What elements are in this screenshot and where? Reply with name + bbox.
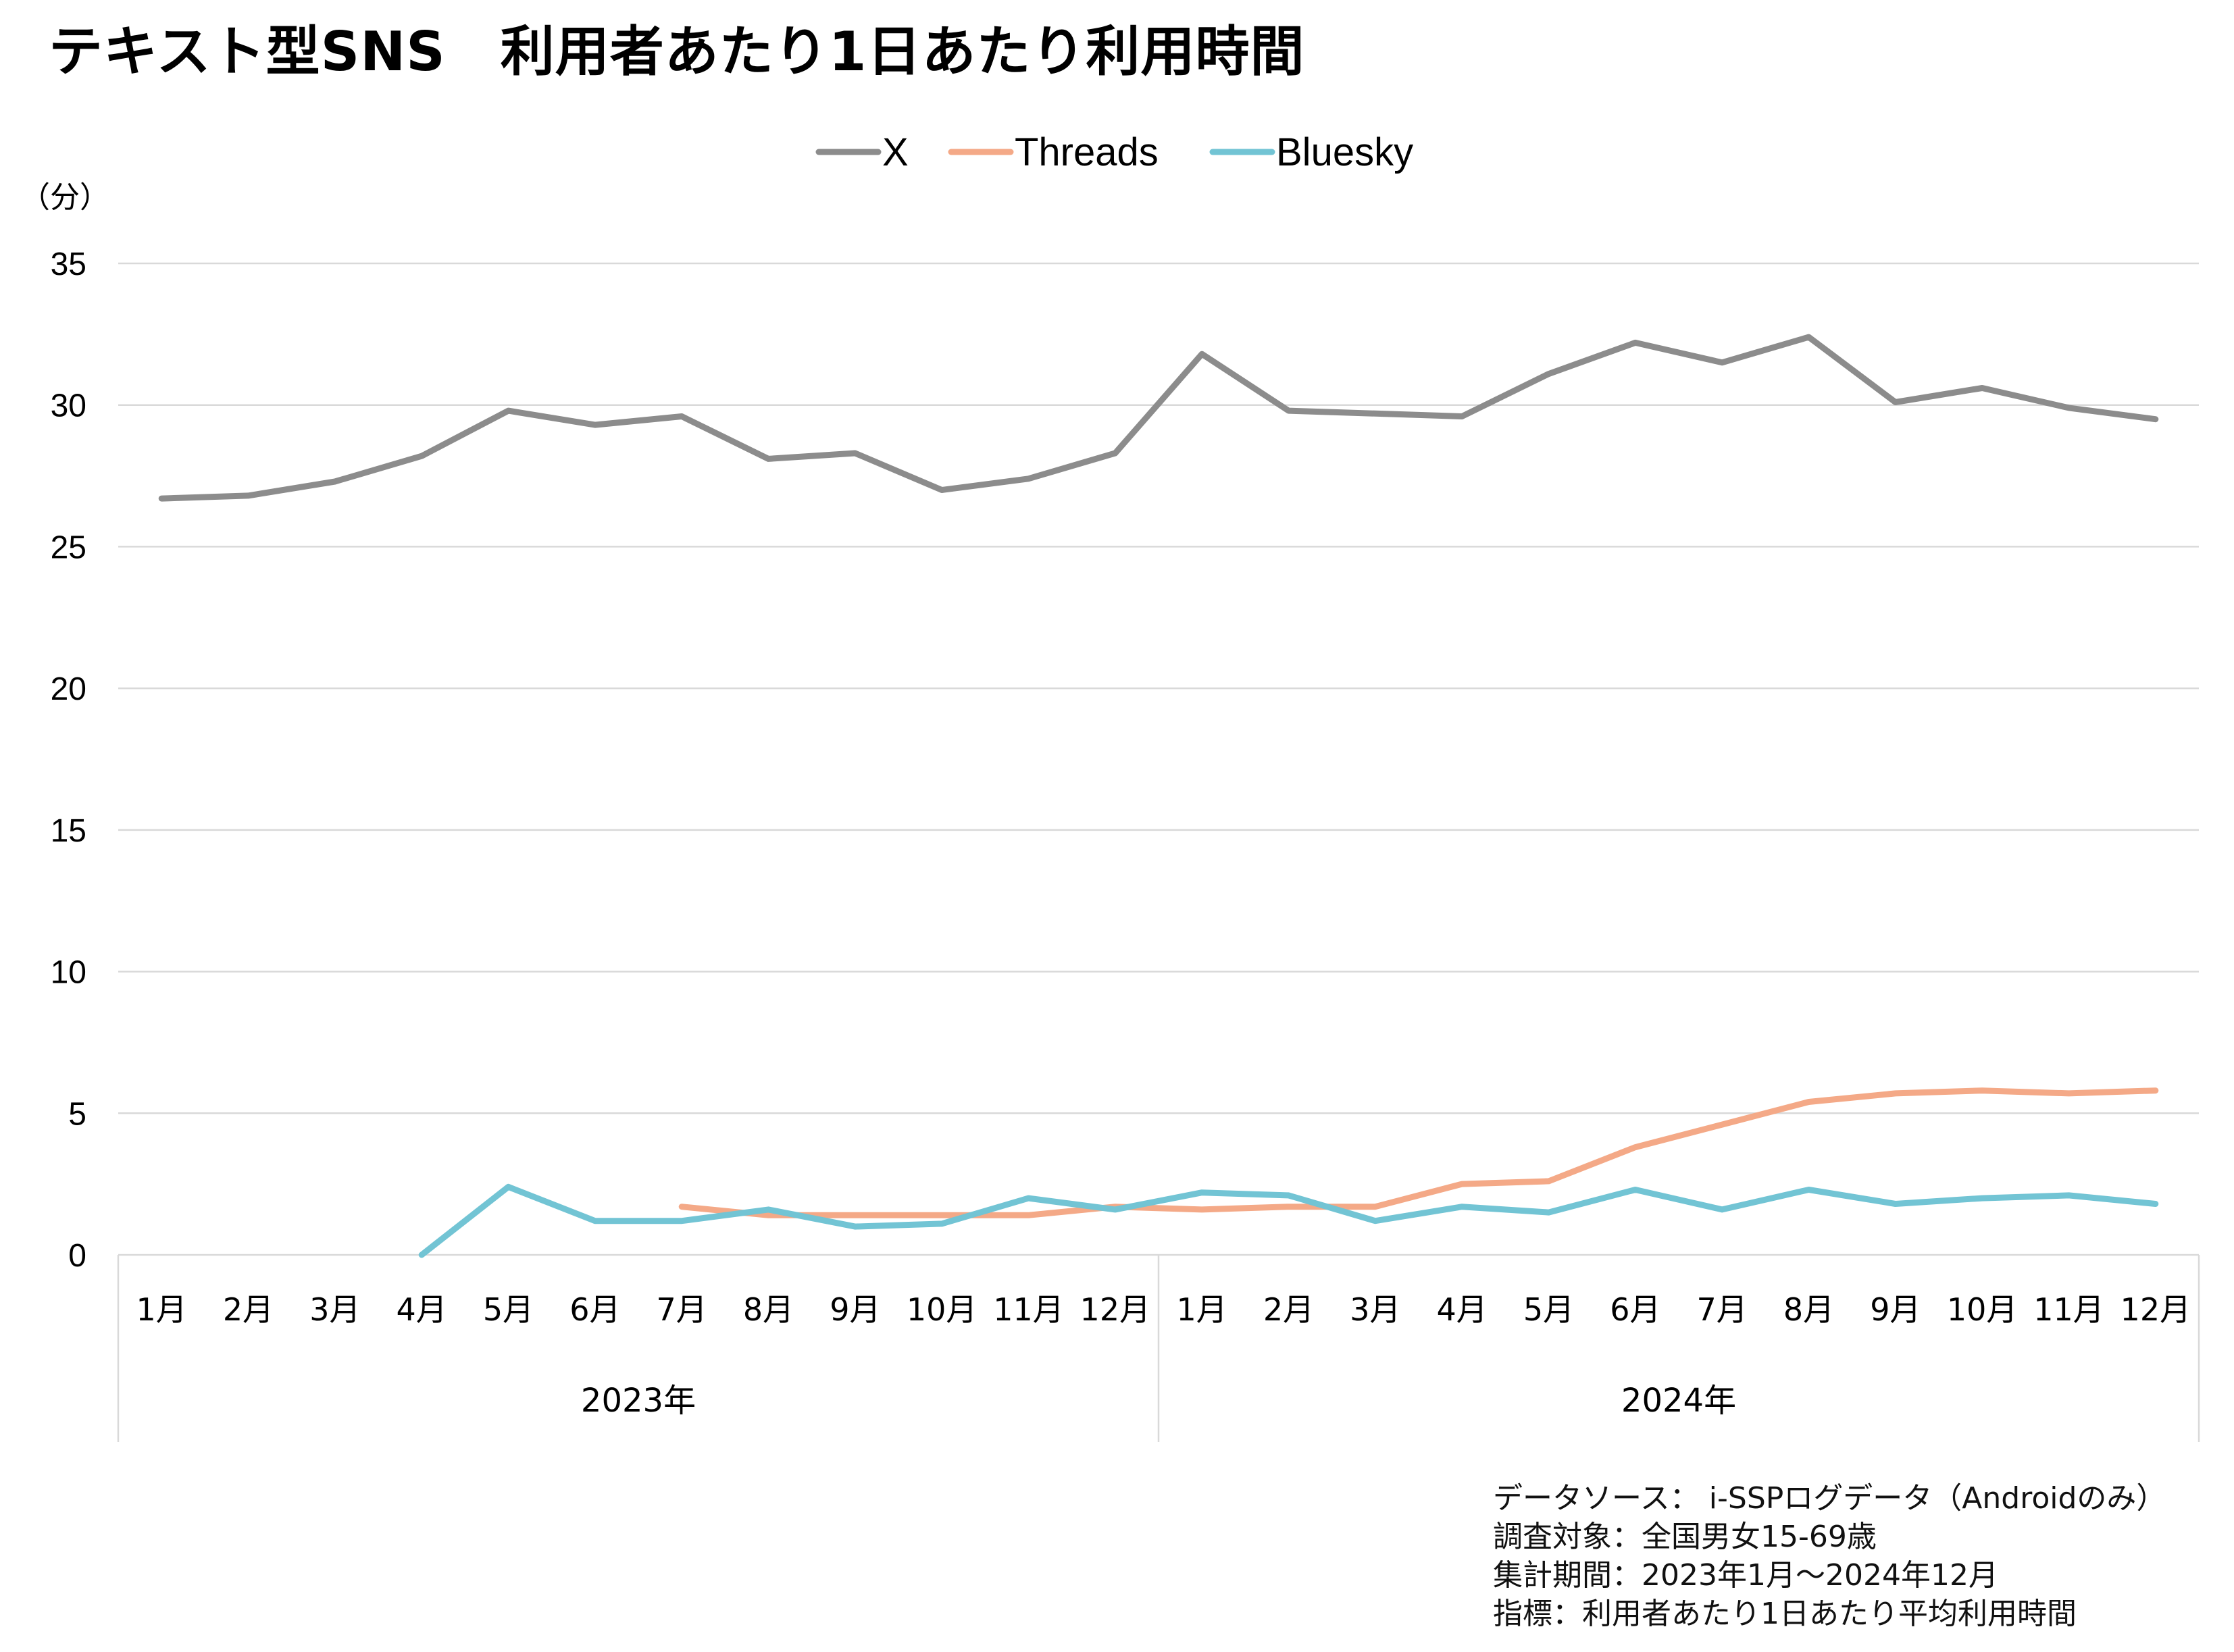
y-tick-label: 35 (51, 247, 86, 282)
data-source-note: データソース： i-SSPログデータ（Androidのみ） 調査対象：全国男女1… (1493, 1479, 2166, 1633)
x-tick-label: 3月 (309, 1291, 360, 1328)
x-tick-label: 3月 (1350, 1291, 1400, 1328)
x-group-label: 2023年 (581, 1382, 696, 1420)
series-line-x (158, 334, 2159, 502)
x-tick-label: 2月 (223, 1291, 274, 1328)
x-tick-label: 6月 (569, 1291, 620, 1328)
x-tick-label: 11月 (2033, 1291, 2104, 1328)
y-axis-ticks: 0 5 10 15 20 25 30 35 (51, 247, 86, 1274)
x-tick-label: 4月 (397, 1291, 447, 1328)
series-line-bluesky (418, 1183, 2159, 1258)
x-tick-label: 1月 (1177, 1291, 1227, 1328)
x-tick-label: 8月 (743, 1291, 794, 1328)
x-group-label: 2024年 (1621, 1382, 1736, 1420)
series-line-threads (678, 1087, 2159, 1218)
y-tick-label: 10 (51, 955, 86, 991)
legend-label-bluesky: Bluesky (1276, 130, 1413, 174)
legend-label-x: X (882, 130, 909, 174)
y-tick-label: 5 (68, 1096, 86, 1132)
y-tick-label: 0 (68, 1238, 86, 1274)
x-tick-label: 2月 (1263, 1291, 1314, 1328)
y-tick-label: 30 (51, 388, 86, 424)
x-tick-label: 12月 (2121, 1291, 2191, 1328)
gridlines (118, 262, 2199, 1114)
x-tick-label: 8月 (1783, 1291, 1834, 1328)
x-tick-label: 10月 (907, 1291, 978, 1328)
x-tick-label: 10月 (1947, 1291, 2018, 1328)
survey-target-line: 調査対象：全国男女15-69歳 (1493, 1520, 1877, 1554)
x-tick-label: 7月 (657, 1291, 707, 1328)
period-line: 集計期間：2023年1月～2024年12月 (1493, 1558, 1998, 1593)
x-tick-label: 9月 (830, 1291, 880, 1328)
x-tick-label: 12月 (1080, 1291, 1151, 1328)
chart-title: テキスト型SNS 利用者あたり1日あたり利用時間 (49, 20, 1305, 83)
x-axis: 1月 2月 3月 4月 5月 6月 7月 8月 9月 10月 11月 12月 1月 2月 3月 4月 5月 6月 7… (117, 1254, 2200, 1442)
series-lines (158, 334, 2159, 1258)
legend-label-threads: Threads (1015, 130, 1159, 174)
source-line: データソース： i-SSPログデータ（Androidのみ） (1493, 1481, 2166, 1516)
y-tick-label: 20 (51, 671, 86, 707)
y-tick-label: 15 (51, 813, 86, 849)
y-tick-label: 25 (51, 530, 86, 565)
x-tick-label: 5月 (483, 1291, 534, 1328)
chart-legend: X Threads Bluesky (815, 130, 1413, 174)
x-tick-label: 7月 (1697, 1291, 1748, 1328)
x-tick-label: 9月 (1870, 1291, 1921, 1328)
x-tick-label: 5月 (1523, 1291, 1574, 1328)
x-tick-label: 6月 (1610, 1291, 1660, 1328)
metric-line: 指標：利用者あたり1日あたり平均利用時間 (1493, 1597, 2077, 1631)
y-axis-unit-label: （分） (20, 180, 109, 215)
x-tick-label: 11月 (993, 1291, 1064, 1328)
x-tick-label: 1月 (136, 1291, 187, 1328)
x-tick-label: 4月 (1437, 1291, 1488, 1328)
